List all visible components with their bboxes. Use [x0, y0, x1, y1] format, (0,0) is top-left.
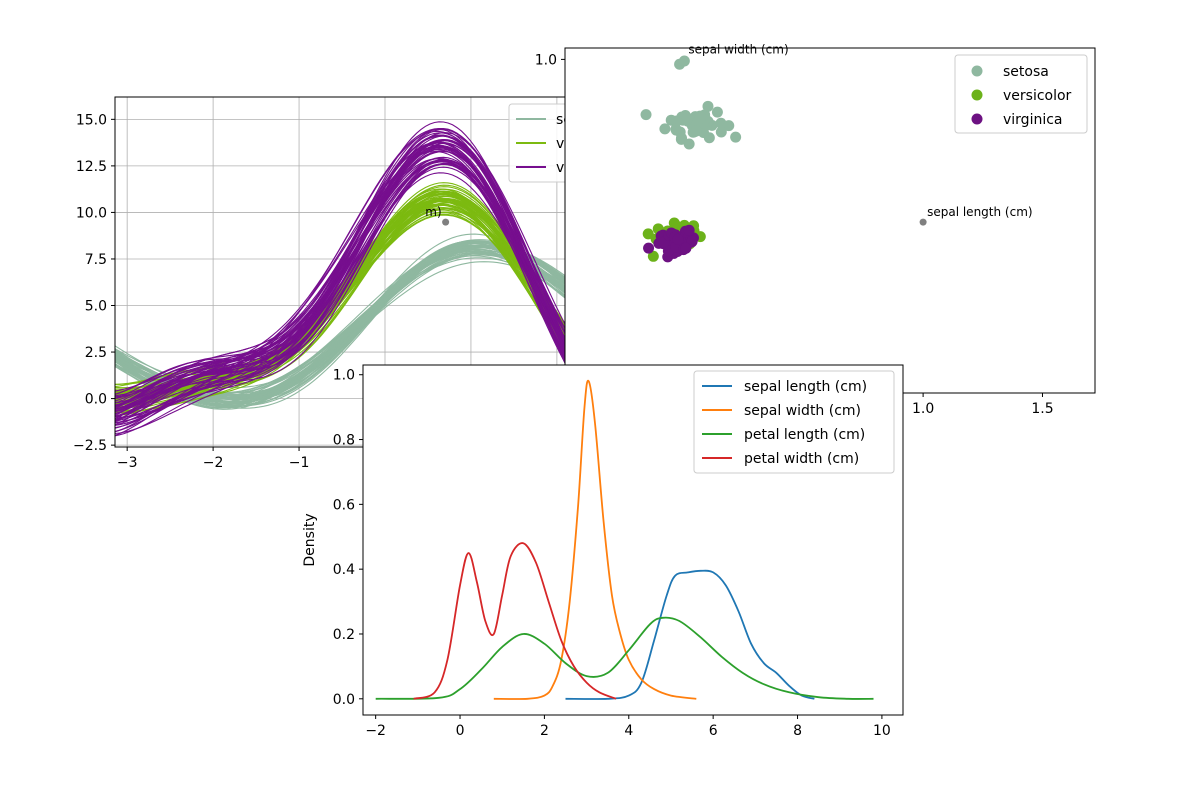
andrews-ytick-label: 7.5: [85, 252, 107, 268]
radviz-anchor-label: m): [425, 205, 441, 219]
radviz-legend-label: virginica: [1003, 112, 1063, 128]
kde-ylabel: Density: [302, 513, 318, 566]
radviz-point: [678, 55, 690, 67]
kde-ytick-label: 0.4: [333, 562, 355, 578]
radviz-point: [643, 242, 655, 254]
radviz-legend-label: setosa: [1003, 64, 1049, 80]
radviz-series-virginica: [643, 224, 699, 263]
radviz-point: [711, 106, 723, 118]
andrews-xtick-label: −1: [289, 455, 310, 471]
kde-xtick-label: 2: [540, 723, 549, 739]
kde-legend-label: petal width (cm): [744, 451, 859, 467]
radviz-point: [659, 123, 671, 135]
radviz-point: [640, 109, 652, 121]
radviz-point: [672, 233, 684, 245]
andrews-ytick-label: 0.0: [85, 392, 107, 408]
radviz-legend-marker: [971, 89, 983, 101]
radviz-point: [680, 242, 692, 254]
radviz-xtick-label: 1.0: [912, 401, 934, 417]
kde-legend: sepal length (cm) sepal width (cm) petal l…: [693, 370, 895, 474]
andrews-ytick-label: 12.5: [76, 159, 107, 175]
kde-legend-label: sepal width (cm): [744, 403, 861, 419]
radviz-legend-label: versicolor: [1003, 88, 1072, 104]
radviz-point: [715, 126, 727, 138]
radviz-point: [647, 250, 659, 262]
andrews-ytick-label: 5.0: [85, 299, 107, 315]
radviz-series-setosa: [640, 55, 742, 150]
kde-line-1: [565, 569, 815, 700]
radviz-anchor-label: sepal width (cm): [688, 42, 788, 56]
kde-legend-box: [693, 370, 895, 474]
radviz-legend-box: [954, 54, 1088, 134]
kde-density-chart: 0.0 0.2 0.4 0.6 0.8 1.0 −2 0 2 4 6 8 10 Density sepal …: [302, 364, 904, 739]
kde-ytick-label: 0.8: [333, 433, 355, 449]
radviz-anchor-label: sepal length (cm): [927, 205, 1032, 219]
radviz-point: [686, 235, 698, 247]
andrews-ytick-label: 15.0: [76, 112, 107, 128]
andrews-ytick-label: 10.0: [76, 205, 107, 221]
kde-legend-label: petal length (cm): [744, 427, 865, 443]
radviz-anchor-point: [919, 218, 927, 226]
kde-ytick-label: 1.0: [333, 368, 355, 384]
kde-ytick-label: 0.2: [333, 627, 355, 643]
kde-xtick-label: 8: [793, 723, 802, 739]
radviz-point: [683, 138, 695, 150]
radviz-point: [682, 112, 694, 124]
kde-line-3: [375, 616, 874, 700]
radviz-xtick-label: 1.5: [1031, 401, 1053, 417]
kde-xtick-label: 4: [624, 723, 633, 739]
radviz-point: [683, 224, 695, 236]
kde-xtick-label: 10: [873, 723, 891, 739]
kde-xtick-label: −2: [365, 723, 386, 739]
andrews-xtick-label: −3: [117, 455, 138, 471]
andrews-ytick-label: −2.5: [73, 438, 107, 454]
kde-ytick-label: 0.0: [333, 692, 355, 708]
radviz-ytick-label: 1.0: [535, 52, 557, 68]
radviz-point: [703, 132, 715, 144]
kde-ytick-label: 0.6: [333, 497, 355, 513]
radviz-point: [642, 228, 654, 240]
kde-legend-label: sepal length (cm): [744, 379, 867, 395]
andrews-ytick-label: 2.5: [85, 345, 107, 361]
radviz-point: [671, 115, 683, 127]
radviz-point: [690, 125, 702, 137]
kde-line-2: [493, 379, 697, 700]
kde-xtick-label: 6: [709, 723, 718, 739]
radviz-point: [723, 120, 735, 132]
kde-xtick-label: 0: [456, 723, 465, 739]
radviz-legend: setosa versicolor virginica: [954, 54, 1088, 134]
kde-line-4: [413, 542, 617, 700]
radviz-point: [702, 100, 714, 112]
radviz-point: [670, 124, 682, 136]
radviz-point: [730, 131, 742, 143]
radviz-legend-marker: [971, 65, 983, 77]
radviz-legend-marker: [971, 113, 983, 125]
andrews-xtick-label: −2: [203, 455, 224, 471]
radviz-chart: sepal length (cm)sepal width (cm)m)1.0.5…: [425, 42, 1096, 417]
radviz-anchor-point: [442, 218, 450, 226]
